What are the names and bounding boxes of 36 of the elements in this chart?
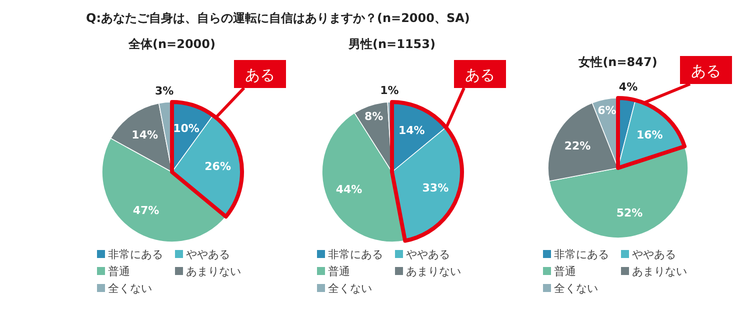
data-label: 3% xyxy=(154,84,174,98)
legend-label: 全くない xyxy=(328,282,372,295)
data-label: 26% xyxy=(204,160,232,174)
data-label: 14% xyxy=(132,128,158,142)
data-label: 22% xyxy=(564,140,591,153)
data-label: 33% xyxy=(422,182,449,195)
chart-subtitle: 全体(n=2000) xyxy=(128,37,216,51)
legend-label: 普通 xyxy=(328,265,350,278)
legend-label: 非常にある xyxy=(554,248,609,261)
data-label: 47% xyxy=(132,204,160,218)
legend-label: ややある xyxy=(186,248,230,261)
legend-label: 全くない xyxy=(108,282,152,295)
data-label: 6% xyxy=(598,104,616,118)
legend-label: 普通 xyxy=(554,265,576,278)
legend-label: ややある xyxy=(406,248,450,261)
data-label: 1% xyxy=(380,84,399,98)
data-label: 10% xyxy=(173,122,200,136)
legend-label: あまりない xyxy=(406,265,461,278)
legend-label: 普通 xyxy=(108,265,130,278)
data-label: 8% xyxy=(364,110,384,124)
data-label: 14% xyxy=(398,124,425,138)
data-label: 44% xyxy=(336,183,362,196)
legend-label: ややある xyxy=(632,248,676,261)
legend-label: 非常にある xyxy=(328,248,383,261)
legend-label: あまりない xyxy=(186,265,241,278)
legend-label: あまりない xyxy=(632,265,687,278)
text: Q:あなたご自身は、自らの運転に自信はありますか？(n=2000、SA) xyxy=(86,11,470,25)
data-label: 52% xyxy=(616,206,643,220)
text: ある xyxy=(465,66,495,84)
text: ある xyxy=(245,66,275,84)
data-label: 16% xyxy=(636,128,663,142)
legend-label: 全くない xyxy=(554,282,598,295)
chart-subtitle: 男性(n=1153) xyxy=(348,37,436,51)
legend-label: 非常にある xyxy=(108,248,163,261)
chart-subtitle: 女性(n=847) xyxy=(578,55,658,69)
data-label: 4% xyxy=(618,80,638,94)
